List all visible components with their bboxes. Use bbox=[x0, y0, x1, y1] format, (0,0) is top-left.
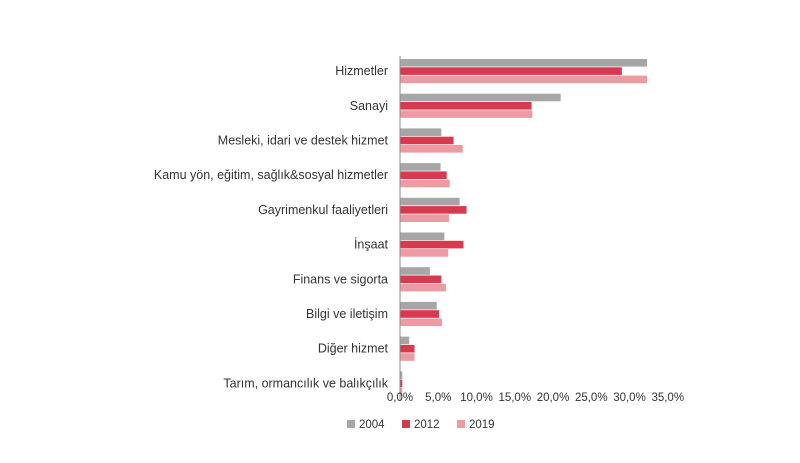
bar-2012-5 bbox=[400, 240, 464, 249]
bar-2004-7 bbox=[400, 301, 437, 310]
bar-2004-2 bbox=[400, 128, 442, 136]
category-label: Kamu yön, eğitim, sağlık&sosyal hizmetle… bbox=[154, 168, 388, 182]
category-label: Tarım, ormancılık ve balıkçılık bbox=[223, 376, 388, 390]
bar-2004-5 bbox=[400, 232, 445, 241]
bar-2019-9 bbox=[400, 387, 403, 396]
x-tick-label: 0,0% bbox=[387, 392, 413, 404]
legend-label-2019: 2019 bbox=[469, 419, 495, 431]
bar-2012-8 bbox=[400, 344, 415, 353]
bar-2012-6 bbox=[400, 275, 442, 284]
category-label: İnşaat bbox=[354, 238, 389, 252]
x-tick-label: 10,0% bbox=[460, 392, 493, 404]
category-labels: Hizmetler Sanayi Mesleki, idari ve destek … bbox=[154, 64, 389, 390]
bar-2004-3 bbox=[400, 163, 441, 171]
bar-2004-4 bbox=[400, 197, 460, 206]
bar-2012-3 bbox=[400, 171, 447, 179]
bar-2019-3 bbox=[400, 179, 450, 188]
bar-2019-5 bbox=[400, 249, 449, 257]
bar-2019-8 bbox=[400, 353, 415, 361]
bars-layer bbox=[400, 59, 648, 396]
bar-2019-2 bbox=[400, 145, 463, 153]
bar-2019-7 bbox=[400, 318, 443, 327]
bar-2019-4 bbox=[400, 214, 449, 222]
legend-swatch-2019 bbox=[457, 420, 465, 428]
legend-label-2004: 2004 bbox=[359, 419, 385, 431]
legend-swatch-2012 bbox=[402, 420, 410, 428]
x-tick-label: 20,0% bbox=[537, 392, 570, 404]
category-label: Bilgi ve iletişim bbox=[306, 307, 388, 321]
x-tick-label: 25,0% bbox=[575, 392, 608, 404]
bar-2012-7 bbox=[400, 310, 440, 318]
bar-2012-4 bbox=[400, 206, 467, 214]
category-label: Sanayi bbox=[350, 99, 388, 113]
bar-2019-1 bbox=[400, 110, 533, 118]
x-tick-label: 15,0% bbox=[498, 392, 531, 404]
bar-2019-6 bbox=[400, 283, 446, 292]
bar-2004-0 bbox=[400, 59, 648, 67]
category-label: Finans ve sigorta bbox=[293, 272, 388, 286]
category-label: Hizmetler bbox=[335, 64, 388, 78]
bar-2019-0 bbox=[400, 75, 648, 84]
x-tick-label: 30,0% bbox=[613, 392, 646, 404]
x-tick-label: 5,0% bbox=[425, 392, 451, 404]
x-tick-label: 35,0% bbox=[651, 392, 684, 404]
legend-swatch-2004 bbox=[347, 420, 355, 428]
category-label: Diğer hizmet bbox=[318, 342, 389, 356]
x-tick-labels: 0,0% 5,0% 10,0% 15,0% 20,0% 25,0% 30,0% 35,0% bbox=[387, 392, 684, 404]
bar-2004-9 bbox=[400, 371, 403, 379]
bar-2012-1 bbox=[400, 102, 532, 110]
category-label: Gayrimenkul faaliyetleri bbox=[258, 203, 388, 217]
bar-2004-6 bbox=[400, 267, 430, 275]
bar-2012-0 bbox=[400, 67, 622, 75]
legend-label-2012: 2012 bbox=[414, 419, 440, 431]
bar-2012-2 bbox=[400, 136, 454, 145]
legend: 2004 2012 2019 bbox=[347, 419, 495, 431]
bar-2012-9 bbox=[400, 379, 403, 388]
bar-2004-8 bbox=[400, 336, 410, 345]
category-label: Mesleki, idari ve destek hizmet bbox=[218, 134, 389, 148]
bar-2004-1 bbox=[400, 93, 561, 102]
